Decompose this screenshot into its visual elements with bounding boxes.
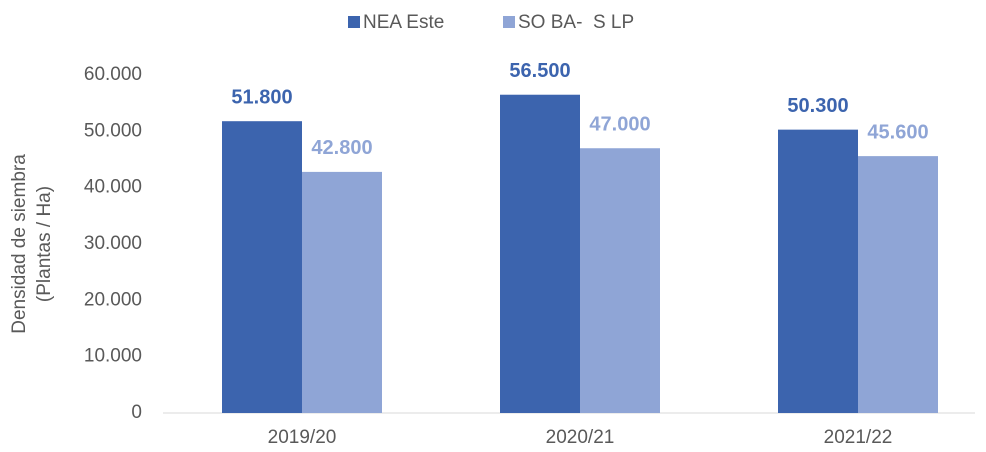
- y-tick-label: 60.000: [84, 64, 142, 85]
- legend-swatch: [503, 16, 515, 28]
- data-label: 42.800: [311, 137, 372, 159]
- y-tick-label: 0: [131, 402, 142, 423]
- y-tick-label: 40.000: [84, 177, 142, 198]
- legend-label: NEA Este: [363, 12, 444, 33]
- y-tick-label: 20.000: [84, 289, 142, 310]
- bar: [302, 171, 382, 413]
- legend-swatch: [348, 16, 360, 28]
- bar: [222, 121, 302, 414]
- data-label: 50.300: [787, 95, 848, 117]
- bar: [778, 129, 858, 414]
- x-tick-label: 2019/20: [268, 427, 337, 448]
- y-axis-title: Densidad de siembra: [9, 154, 30, 334]
- y-tick-label: 10.000: [84, 346, 142, 367]
- x-tick-label: 2021/22: [824, 427, 893, 448]
- bar: [858, 156, 938, 413]
- y-axis-title: (Plantas / Ha): [34, 186, 55, 302]
- bar: [580, 148, 660, 413]
- data-label: 51.800: [231, 86, 292, 108]
- x-tick-label: 2020/21: [546, 427, 615, 448]
- y-tick-label: 30.000: [84, 233, 142, 254]
- bar: [500, 94, 580, 413]
- y-tick-label: 50.000: [84, 120, 142, 141]
- legend-label: SO BA- S LP: [518, 12, 634, 33]
- data-label: 47.000: [589, 114, 650, 136]
- data-label: 56.500: [509, 60, 570, 82]
- data-label: 45.600: [867, 121, 928, 143]
